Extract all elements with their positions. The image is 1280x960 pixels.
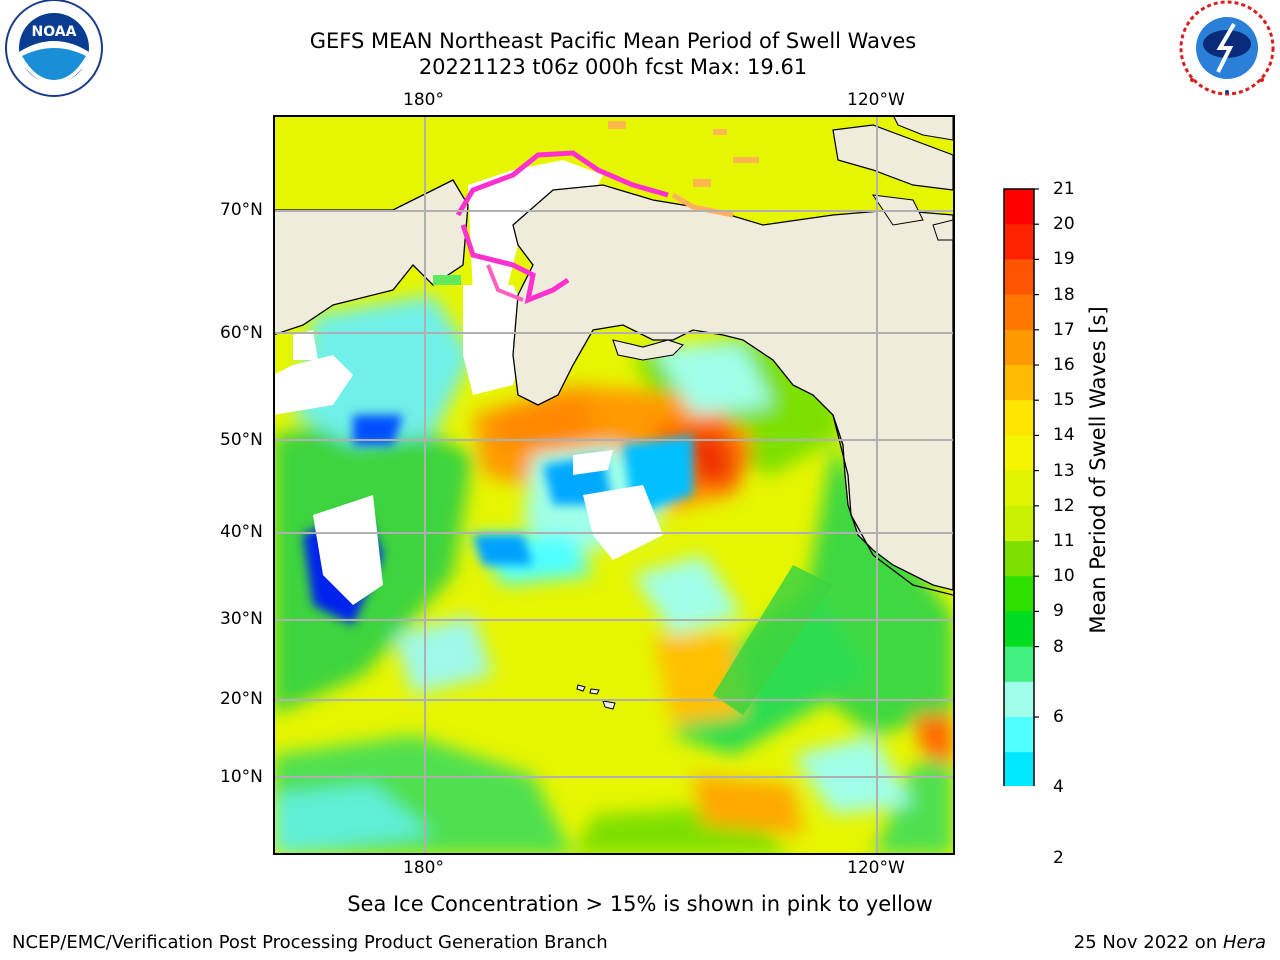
colorbar-segment bbox=[1004, 541, 1034, 577]
sea-ice-caption: Sea Ice Concentration > 15% is shown in … bbox=[347, 892, 933, 916]
lat-label-30n: 30°N bbox=[220, 609, 263, 629]
colorbar-segment bbox=[1004, 259, 1034, 296]
lat-label-50n: 50°N bbox=[220, 430, 263, 450]
lat-label-20n: 20°N bbox=[220, 689, 263, 709]
colorbar-tick-label: 17 bbox=[1053, 319, 1075, 340]
footer-machine: Hera bbox=[1222, 932, 1266, 953]
colorbar-segment bbox=[1004, 435, 1034, 472]
colorbar-segment bbox=[1004, 329, 1034, 366]
colorbar-tick-label: 16 bbox=[1053, 355, 1075, 375]
colorbar-segment bbox=[1004, 611, 1034, 648]
colorbar-tick-label: 2 bbox=[1053, 847, 1064, 868]
colorbar-segment bbox=[1004, 470, 1034, 507]
colorbar-border bbox=[1003, 188, 1035, 786]
colorbar-tick-label: 11 bbox=[1053, 531, 1075, 551]
colorbar-tick-label: 8 bbox=[1053, 636, 1064, 657]
lat-label-10n: 10°N bbox=[220, 767, 263, 787]
colorbar bbox=[1003, 188, 1039, 786]
colorbar-segment bbox=[1004, 576, 1034, 612]
lon-label-bottom-120w: 120°W bbox=[847, 858, 905, 878]
lat-label-60n: 60°N bbox=[220, 323, 263, 343]
colorbar-tick-label: 6 bbox=[1053, 707, 1064, 727]
chart-subtitle: 20221123 t06z 000h fcst Max: 19.61 bbox=[418, 55, 808, 79]
lat-label-40n: 40°N bbox=[220, 522, 263, 542]
colorbar-tick-label: 19 bbox=[1053, 249, 1075, 270]
footer-credit: NCEP/EMC/Verification Post Processing Pr… bbox=[12, 932, 608, 953]
colorbar-title: Mean Period of Swell Waves [s] bbox=[1086, 306, 1110, 634]
footer-date: 25 Nov 2022 on Hera bbox=[1074, 932, 1266, 954]
lon-label-top-180: 180° bbox=[403, 90, 444, 110]
colorbar-segment bbox=[1004, 224, 1034, 260]
colorbar-tick-label: 15 bbox=[1053, 390, 1075, 411]
footer-date-text: 25 Nov 2022 on bbox=[1073, 932, 1223, 953]
noaa-logo: NOAA bbox=[5, 0, 103, 97]
nws-logo bbox=[1179, 0, 1275, 96]
colorbar-tick-label: 13 bbox=[1053, 460, 1075, 481]
colorbar-segment bbox=[1004, 752, 1034, 786]
lon-label-bottom-180: 180° bbox=[403, 858, 444, 878]
colorbar-segment bbox=[1004, 294, 1034, 331]
colorbar-segment bbox=[1004, 646, 1034, 683]
colorbar-tick-label: 4 bbox=[1053, 777, 1064, 798]
colorbar-tick-label: 9 bbox=[1053, 601, 1064, 622]
colorbar-segment bbox=[1004, 681, 1034, 718]
colorbar-segment bbox=[1004, 505, 1034, 542]
colorbar-tick-label: 18 bbox=[1053, 284, 1075, 305]
colorbar-tick-label: 20 bbox=[1053, 214, 1075, 235]
colorbar-tick-label: 14 bbox=[1053, 425, 1075, 446]
lon-label-top-120w: 120°W bbox=[847, 90, 905, 110]
colorbar-segment bbox=[1004, 400, 1034, 436]
noaa-logo-text: NOAA bbox=[32, 24, 77, 40]
colorbar-segment bbox=[1004, 189, 1034, 225]
colorbar-tick-label: 10 bbox=[1053, 566, 1075, 587]
colorbar-tick-label: 12 bbox=[1053, 495, 1075, 516]
lat-label-70n: 70°N bbox=[220, 200, 263, 220]
colorbar-segment bbox=[1004, 717, 1034, 753]
colorbar-tick-label: 21 bbox=[1053, 179, 1075, 199]
map-plot bbox=[273, 115, 955, 855]
colorbar-segment bbox=[1004, 365, 1034, 401]
chart-title: GEFS MEAN Northeast Pacific Mean Period … bbox=[309, 29, 917, 53]
